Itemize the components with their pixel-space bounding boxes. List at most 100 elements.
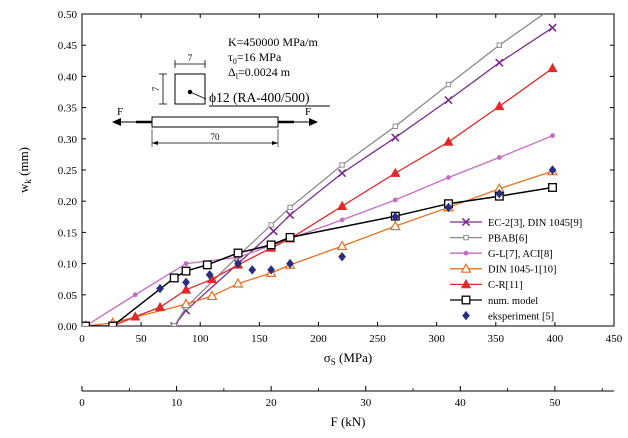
series-point-marker bbox=[205, 270, 214, 280]
force-label-right: F bbox=[305, 106, 311, 118]
series-point-marker bbox=[496, 155, 502, 160]
x-tick-label: 450 bbox=[606, 333, 623, 345]
series-layer bbox=[82, 14, 558, 326]
legend-marker bbox=[463, 234, 469, 241]
series-point-marker bbox=[269, 226, 278, 236]
x-tick-label: 400 bbox=[547, 333, 564, 345]
specimen-body bbox=[151, 116, 279, 128]
x-tick-label: 350 bbox=[488, 333, 505, 345]
x-axis: 0 50 100 150 200 250 300 350 400 450 bbox=[79, 14, 623, 345]
series-point-marker bbox=[548, 183, 557, 192]
force-label-left: F bbox=[117, 106, 123, 118]
series-5 bbox=[82, 183, 557, 326]
series-point-marker bbox=[285, 210, 295, 220]
cross-section-square bbox=[174, 73, 206, 105]
series-point-marker bbox=[548, 165, 557, 175]
y-tick-label: 0.00 bbox=[58, 321, 78, 333]
y-tick-label: 0.50 bbox=[58, 9, 78, 21]
legend-item: EC-2[3], DIN 1045[9] bbox=[450, 218, 582, 229]
legend-label: DIN 1045-1[10] bbox=[488, 265, 557, 276]
legend-label: C-R[11] bbox=[488, 280, 523, 291]
y-tick-label: 0.20 bbox=[58, 196, 78, 208]
x-tick-label: 150 bbox=[251, 333, 268, 345]
series-point-marker bbox=[337, 168, 347, 178]
series-point-marker bbox=[550, 133, 555, 139]
series-point-marker bbox=[444, 95, 453, 105]
series-point-marker bbox=[267, 265, 276, 275]
series-point-marker bbox=[392, 123, 398, 130]
series-point-marker bbox=[248, 265, 257, 275]
series-point-marker bbox=[336, 200, 348, 210]
series-point-marker bbox=[234, 258, 242, 269]
legend-marker bbox=[462, 310, 470, 321]
x-tick-label: 0 bbox=[79, 333, 85, 345]
series-point-marker bbox=[392, 197, 398, 203]
y-axis: 0.00 0.05 0.10 0.15 0.20 0.25 0.30 0.35 0.40 0.45… bbox=[58, 9, 614, 333]
series-point-marker bbox=[130, 311, 141, 321]
series-point-marker bbox=[268, 222, 274, 228]
series-line bbox=[85, 186, 553, 326]
force-axis: 0 10 20 30 40 50 bbox=[79, 386, 603, 409]
series-point-marker bbox=[183, 261, 189, 266]
x-axis-title: σS (MPa) bbox=[324, 350, 373, 367]
bar-leader bbox=[189, 91, 207, 100]
series-point-marker bbox=[444, 202, 453, 213]
series-line bbox=[85, 135, 553, 326]
force-tick-label: 50 bbox=[549, 397, 561, 409]
series-point-marker bbox=[171, 323, 177, 326]
legend-item: num. model bbox=[450, 295, 538, 307]
series-point-marker bbox=[495, 188, 504, 199]
legend-label: num. model bbox=[488, 296, 538, 307]
force-arrow-right bbox=[309, 118, 318, 126]
series-point-marker bbox=[494, 100, 505, 111]
series-point-marker bbox=[390, 167, 401, 177]
series-point-marker bbox=[443, 136, 454, 146]
series-point-marker bbox=[82, 321, 90, 326]
force-tick-label: 20 bbox=[266, 397, 278, 409]
series-point-marker bbox=[182, 277, 190, 288]
legend-item: C-R[11] bbox=[450, 278, 523, 291]
series-point-marker bbox=[496, 42, 503, 48]
y-tick-label: 0.45 bbox=[58, 40, 78, 52]
y-axis-title: wk (mm) bbox=[16, 147, 33, 193]
force-tick-label: 40 bbox=[455, 397, 467, 409]
series-point-marker bbox=[391, 212, 400, 222]
y-tick-label: 0.10 bbox=[58, 259, 78, 271]
y-tick-label: 0.05 bbox=[58, 290, 78, 302]
series-point-marker bbox=[169, 273, 179, 283]
bar-label: ϕ12 (RA-400/500) bbox=[209, 90, 309, 105]
force-tick-label: 30 bbox=[360, 397, 372, 409]
y-tick-label: 0.30 bbox=[58, 134, 78, 146]
dim-length-arrow-l bbox=[152, 141, 158, 145]
series-point-marker bbox=[389, 220, 401, 231]
series-point-marker bbox=[132, 292, 138, 298]
series-point-marker bbox=[339, 162, 345, 168]
series-point-marker bbox=[338, 251, 347, 262]
legend-label: eksperiment [5] bbox=[488, 311, 554, 322]
series-point-marker bbox=[232, 277, 244, 288]
legend-marker bbox=[461, 295, 471, 305]
series-point-marker bbox=[285, 232, 295, 242]
series-point-marker bbox=[495, 58, 504, 67]
legend-item: G-L[7], ACI[8] bbox=[450, 249, 553, 260]
legend-marker bbox=[463, 250, 469, 256]
series-point-marker bbox=[202, 260, 212, 270]
x-tick-label: 300 bbox=[428, 333, 445, 345]
dim-top-label: 7 bbox=[188, 53, 193, 63]
series-point-marker bbox=[181, 266, 191, 276]
force-tick-label: 10 bbox=[171, 397, 183, 409]
legend-marker bbox=[460, 278, 472, 289]
series-point-marker bbox=[547, 62, 558, 73]
series-line bbox=[173, 27, 553, 326]
x-tick-label: 250 bbox=[369, 333, 386, 345]
force-tick-label: 0 bbox=[79, 397, 85, 409]
y-tick-label: 0.15 bbox=[58, 227, 78, 239]
legend-item: DIN 1045-1[10] bbox=[450, 262, 557, 276]
annotation-delta: Δl=0.0024 m bbox=[228, 65, 291, 81]
legend-label: PBAB[6] bbox=[488, 233, 528, 244]
y-tick-label: 0.40 bbox=[58, 71, 78, 83]
annotation-stiffness: K=450000 MPa/m bbox=[228, 35, 318, 49]
legend-label: G-L[7], ACI[8] bbox=[488, 249, 553, 260]
series-point-marker bbox=[266, 240, 276, 250]
series-point-marker bbox=[445, 81, 452, 88]
